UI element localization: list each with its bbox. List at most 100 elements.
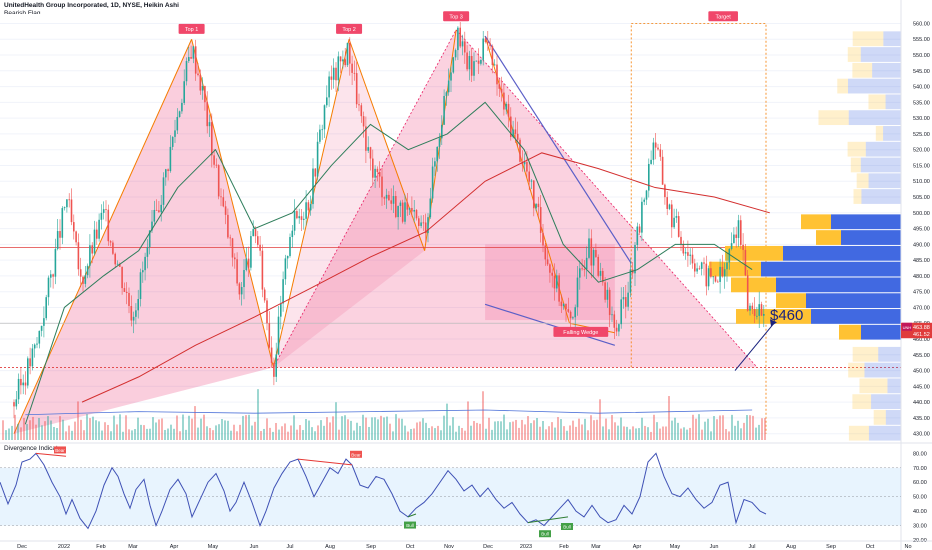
candle-body [556, 275, 558, 289]
vp-row-orange [776, 293, 806, 309]
volume-bar [683, 427, 685, 440]
volume-bar [668, 396, 670, 440]
candle-body [367, 147, 369, 151]
price-tag-label: 463.88 [913, 325, 930, 331]
candle-body [415, 210, 418, 219]
vp-row-blue [861, 324, 901, 340]
candle-body [581, 268, 583, 270]
candle-body [98, 219, 100, 239]
volume-bar [368, 426, 370, 440]
candle-body [109, 241, 112, 243]
volume-bar [146, 428, 148, 440]
candle-body [514, 129, 517, 134]
volume-bar [548, 426, 550, 440]
candle-body [132, 316, 135, 321]
candle-body [392, 196, 395, 204]
time-tick-label: Jul [286, 544, 293, 550]
pattern-label-text: Top 1 [185, 27, 198, 33]
time-tick-label: Nov [444, 544, 454, 550]
symbol-badge: UNH [903, 325, 912, 330]
candle-body [314, 168, 317, 177]
volume-bar [644, 425, 646, 440]
time-tick-label: Apr [633, 544, 642, 550]
candle-body [277, 316, 280, 355]
candle-body [77, 242, 80, 270]
vp-row-faint [868, 173, 901, 189]
candle-body [687, 252, 689, 256]
candle-body [165, 169, 167, 178]
volume-bar [194, 406, 196, 440]
candle-body [668, 204, 671, 209]
price-tick-label: 520.00 [913, 148, 930, 154]
oscillator-tick-label: 30.00 [913, 524, 927, 530]
candle-body [629, 269, 632, 293]
volume-bar [596, 419, 598, 440]
ma-red-line [81, 152, 770, 403]
price-tick-label: 475.00 [913, 290, 930, 296]
candle-body [176, 116, 179, 131]
volume-bar [158, 419, 160, 440]
time-tick-label: Dec [483, 544, 493, 550]
candle-body [461, 41, 464, 47]
candle-body [606, 289, 609, 300]
candle-body [155, 209, 158, 211]
volume-bar [140, 424, 142, 440]
vp-row-faint [878, 346, 901, 362]
pattern-outline [273, 29, 758, 368]
volume-bar [65, 431, 67, 440]
candle-body [238, 283, 241, 295]
vp-row-blue [811, 309, 901, 324]
candle-body [206, 102, 208, 127]
candle-body [464, 41, 466, 53]
candle-body [183, 81, 185, 103]
price-tick-label: 545.00 [913, 69, 930, 75]
vp-row-orange [725, 245, 783, 261]
price-tick-label: 440.00 [913, 400, 930, 406]
volume-bar [440, 430, 442, 440]
pattern-label-bg [443, 11, 470, 22]
candle-body [618, 324, 620, 332]
candle-body [178, 111, 181, 117]
volume-bar [89, 418, 91, 440]
candle-body [730, 243, 733, 249]
candle-body [201, 85, 204, 91]
divergence-label-bg [54, 446, 66, 454]
price-tick-label: 555.00 [913, 37, 930, 43]
candle-body [443, 95, 445, 125]
vp-row-faint [883, 31, 901, 47]
candle-body [247, 258, 250, 268]
candle-body [213, 155, 215, 165]
volume-bar [359, 425, 361, 440]
candle-body [125, 291, 128, 293]
candle-body [661, 156, 664, 185]
candles [13, 22, 765, 419]
price-tag-bg [901, 322, 932, 331]
candle-body [229, 237, 231, 239]
vp-row-faint [859, 378, 888, 394]
volume-bar [482, 391, 484, 440]
candle-body [360, 105, 363, 117]
wedge-upper-line [484, 35, 632, 264]
volume-bar [338, 429, 340, 440]
volume-bar [59, 416, 61, 440]
volume-bar [671, 420, 673, 440]
volume-bar [293, 415, 295, 440]
volume-bar [491, 429, 493, 440]
indicator-item[interactable]: Bearish Flag [4, 10, 41, 18]
volume-bar [539, 426, 541, 440]
volume-bar [251, 425, 253, 440]
candle-body [107, 209, 110, 242]
candle-body [625, 297, 627, 307]
candle-body [459, 27, 461, 47]
volume-bar [185, 429, 187, 440]
candle-body [215, 164, 218, 166]
volume-bar [317, 425, 319, 440]
volume-bar [182, 414, 184, 440]
candle-body [583, 269, 586, 270]
vp-row-faint [860, 157, 901, 173]
candle-body [450, 72, 452, 81]
volume-bar [350, 420, 352, 440]
candle-body [236, 259, 238, 284]
volume-bar [737, 420, 739, 440]
